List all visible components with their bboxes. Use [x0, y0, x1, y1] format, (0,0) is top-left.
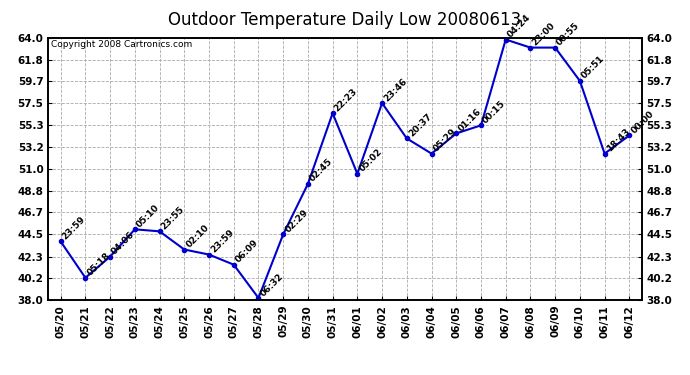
Text: 05:51: 05:51: [580, 54, 607, 81]
Text: 06:32: 06:32: [259, 272, 285, 298]
Text: 05:02: 05:02: [357, 147, 384, 174]
Text: 05:29: 05:29: [431, 127, 458, 154]
Text: 05:10: 05:10: [135, 203, 161, 229]
Text: 23:59: 23:59: [61, 215, 88, 242]
Text: 23:00: 23:00: [531, 21, 557, 48]
Text: 23:55: 23:55: [159, 205, 186, 231]
Text: 18:43: 18:43: [604, 127, 631, 154]
Text: 01:16: 01:16: [456, 107, 483, 134]
Text: Outdoor Temperature Daily Low 20080613: Outdoor Temperature Daily Low 20080613: [168, 11, 522, 29]
Text: 23:46: 23:46: [382, 76, 408, 103]
Text: 00:00: 00:00: [629, 109, 655, 135]
Text: 23:59: 23:59: [209, 228, 236, 255]
Text: 04:06: 04:06: [110, 230, 137, 256]
Text: 02:29: 02:29: [283, 208, 310, 234]
Text: 22:23: 22:23: [333, 87, 359, 113]
Text: 20:37: 20:37: [407, 112, 433, 138]
Text: 00:15: 00:15: [481, 99, 507, 125]
Text: Copyright 2008 Cartronics.com: Copyright 2008 Cartronics.com: [51, 40, 193, 49]
Text: 02:10: 02:10: [184, 223, 210, 249]
Text: 05:18: 05:18: [86, 251, 112, 278]
Text: 00:55: 00:55: [555, 21, 582, 48]
Text: 02:45: 02:45: [308, 157, 335, 184]
Text: 06:09: 06:09: [234, 238, 260, 265]
Text: 04:24: 04:24: [506, 13, 533, 39]
